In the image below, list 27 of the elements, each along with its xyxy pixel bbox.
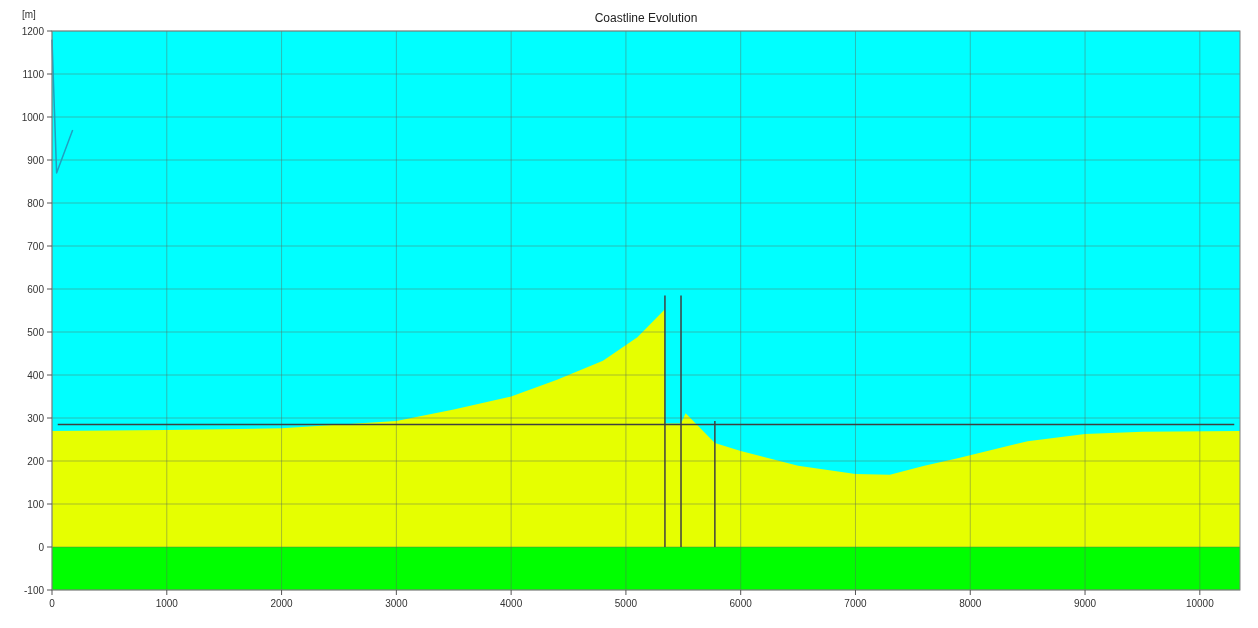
y-tick-label: 1100	[22, 68, 45, 80]
y-tick-label: 500	[27, 326, 45, 338]
y-tick-label: 700	[27, 240, 45, 252]
x-tick-label: 7000	[844, 598, 868, 609]
x-tick-label: 2000	[270, 598, 294, 609]
x-tick-label: 8000	[959, 598, 982, 609]
y-tick-label: 0	[38, 541, 45, 553]
y-tick-label: 400	[27, 369, 45, 381]
y-axis-title: [m]	[22, 9, 37, 20]
x-tick-label: 3000	[385, 598, 408, 609]
x-tick-label: 4000	[500, 598, 523, 609]
x-tick-label: 1000	[155, 598, 179, 609]
y-tick-label: 900	[27, 154, 45, 166]
x-tick-label: 6000	[729, 598, 753, 609]
x-tick-label: 10000	[1185, 598, 1215, 609]
y-tick-label: 800	[27, 197, 45, 209]
x-tick-label: 9000	[1073, 598, 1097, 609]
y-tick-label: 300	[27, 412, 45, 424]
chart-title: Coastline Evolution	[594, 11, 698, 25]
y-tick-label: 600	[27, 283, 45, 295]
x-tick-label: 5000	[614, 598, 638, 609]
y-tick-label: 1200	[21, 25, 45, 37]
y-tick-label: 100	[27, 498, 45, 510]
y-tick-label: -100	[23, 584, 45, 596]
y-tick-label: 200	[27, 455, 45, 467]
x-tick-label: 0	[49, 598, 56, 609]
y-tick-label: 1000	[21, 111, 45, 123]
